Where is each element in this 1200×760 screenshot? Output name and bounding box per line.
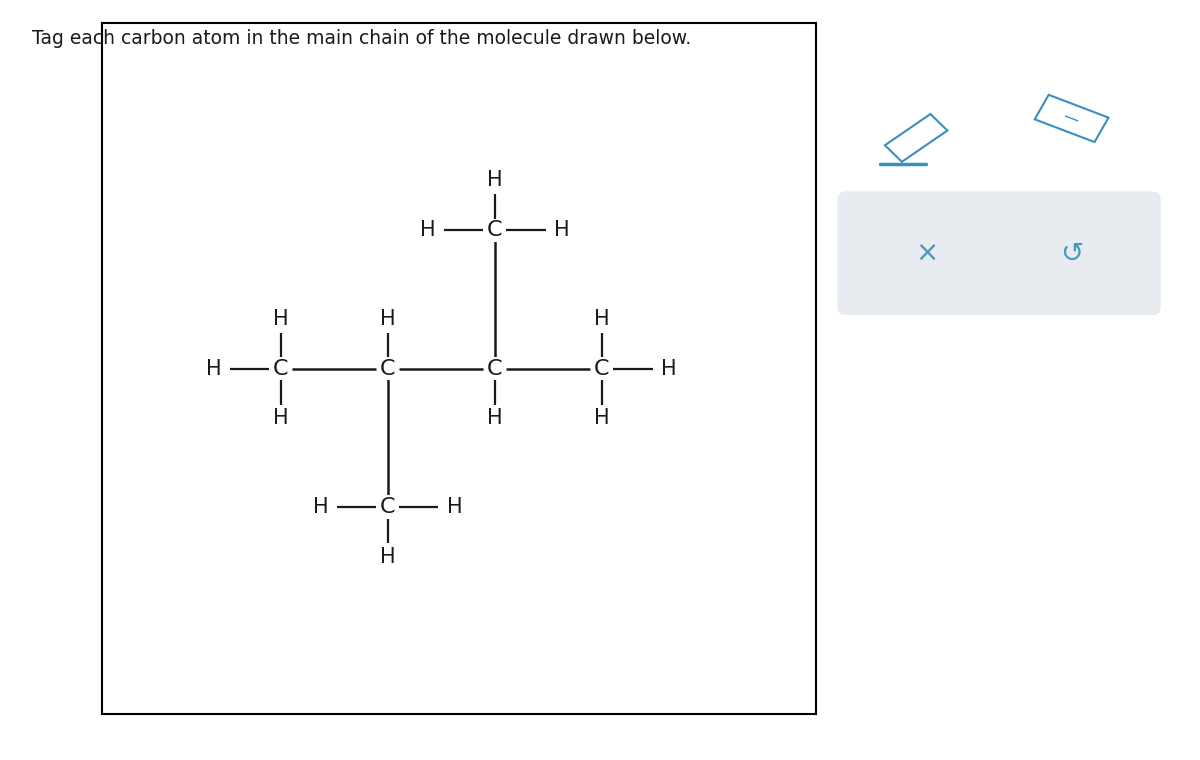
Polygon shape (884, 114, 947, 162)
Polygon shape (1034, 95, 1109, 142)
Text: H: H (205, 359, 221, 378)
FancyBboxPatch shape (838, 192, 1160, 315)
FancyBboxPatch shape (824, 37, 1174, 324)
Text: H: H (446, 497, 462, 517)
Text: H: H (487, 170, 503, 191)
Text: H: H (313, 497, 329, 517)
Text: C: C (380, 359, 395, 378)
Text: H: H (379, 309, 396, 329)
Text: ↺: ↺ (1060, 239, 1084, 268)
Text: ×: × (914, 239, 938, 268)
Text: H: H (272, 408, 288, 429)
Text: C: C (380, 497, 395, 517)
Text: H: H (420, 220, 436, 240)
Text: H: H (554, 220, 570, 240)
Text: C: C (487, 220, 503, 240)
Text: H: H (594, 408, 610, 429)
Text: C: C (594, 359, 610, 378)
Text: C: C (272, 359, 288, 378)
Text: H: H (594, 309, 610, 329)
Text: Tag each carbon atom in the main chain of the molecule drawn below.: Tag each carbon atom in the main chain o… (32, 29, 691, 48)
Text: H: H (487, 408, 503, 429)
Text: C: C (487, 359, 503, 378)
Text: H: H (379, 546, 396, 567)
Text: H: H (272, 309, 288, 329)
Text: H: H (661, 359, 677, 378)
